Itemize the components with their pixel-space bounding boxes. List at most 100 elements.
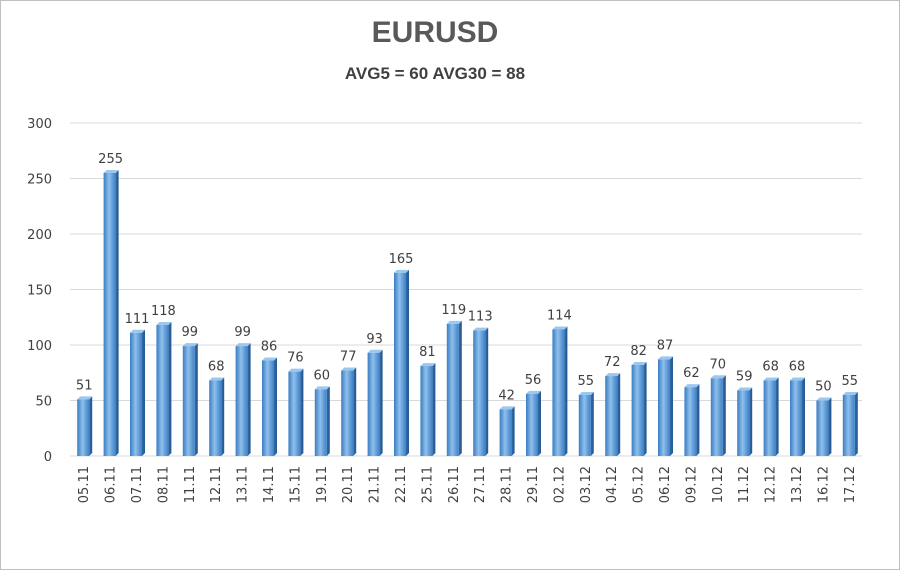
bar-top: [710, 375, 726, 379]
bar: [314, 386, 330, 456]
bar: [262, 357, 277, 456]
data-label: 68: [762, 360, 779, 375]
y-tick-label: 200: [27, 228, 52, 243]
bar: [235, 343, 251, 456]
bar-top: [314, 386, 330, 390]
bar: [552, 326, 568, 456]
x-tick-label: 16.12: [816, 466, 831, 503]
x-tick-label: 11.12: [737, 466, 752, 503]
bar: [763, 377, 779, 456]
bar-top: [341, 367, 357, 371]
bar-top: [156, 322, 172, 326]
bar-top: [737, 387, 753, 391]
bar: [394, 269, 409, 456]
bar-front: [790, 380, 802, 456]
bar-top: [816, 397, 832, 401]
bar-top: [842, 391, 858, 395]
bar-front: [103, 172, 116, 456]
bar-side: [722, 375, 726, 456]
data-label: 111: [125, 312, 150, 327]
bar-side: [326, 386, 330, 456]
bar-top: [288, 368, 304, 372]
bar-top: [446, 320, 462, 324]
bar-side: [406, 269, 409, 456]
bar: [790, 377, 805, 456]
bar-side: [247, 343, 251, 456]
bar-side: [379, 349, 383, 456]
x-tick-label: 17.12: [843, 466, 858, 503]
bar: [446, 320, 462, 456]
x-tick-label: 22.11: [394, 466, 409, 503]
bar-top: [631, 361, 647, 365]
data-label: 114: [547, 308, 572, 323]
bar: [103, 169, 119, 456]
data-label: 55: [578, 374, 595, 389]
x-tick-label: 20.11: [341, 466, 356, 503]
bar-top: [684, 384, 700, 388]
bar: [631, 361, 647, 456]
x-tick-label: 21.11: [368, 466, 383, 503]
x-tick-label: 10.12: [711, 466, 726, 503]
bar: [842, 391, 858, 456]
bar: [737, 387, 753, 456]
bar-front: [209, 380, 222, 456]
bar-top: [420, 363, 436, 367]
bar-side: [643, 361, 647, 456]
x-tick-label: 09.12: [684, 466, 699, 503]
x-tick-label: 06.12: [658, 466, 673, 503]
bar-front: [367, 352, 380, 456]
data-label: 113: [468, 310, 493, 325]
bar-side: [458, 320, 462, 456]
y-tick-label: 0: [44, 450, 52, 465]
x-tick-label: 13.12: [790, 466, 805, 503]
bar: [684, 384, 700, 456]
bar-side: [828, 397, 832, 456]
bar: [710, 375, 726, 456]
bar-front: [763, 380, 776, 456]
x-tick-label: 15.11: [288, 466, 303, 503]
y-tick-label: 100: [27, 339, 52, 354]
bar-front: [314, 389, 327, 456]
bar-front: [842, 394, 855, 456]
bar-side: [775, 377, 779, 456]
bars: [77, 169, 858, 456]
x-tick-label: 12.11: [209, 466, 224, 503]
bar: [499, 406, 515, 456]
bar: [288, 368, 304, 456]
y-tick-label: 50: [35, 395, 52, 410]
bar-side: [274, 357, 277, 456]
data-label: 255: [98, 152, 123, 167]
data-label: 72: [604, 355, 621, 370]
x-tick-label: 12.12: [764, 466, 779, 503]
bar-side: [749, 387, 753, 456]
data-label: 99: [234, 325, 251, 340]
bar: [526, 390, 541, 456]
bar-top: [526, 390, 541, 394]
data-label: 119: [441, 303, 466, 318]
data-label: 165: [389, 252, 414, 267]
y-tick-label: 150: [27, 284, 52, 299]
x-tick-label: 08.11: [156, 466, 171, 503]
data-label: 68: [208, 360, 225, 375]
data-label: 56: [525, 373, 542, 388]
bar-side: [194, 343, 198, 456]
bar-side: [142, 329, 145, 456]
bar-top: [103, 169, 119, 173]
data-label: 99: [182, 325, 199, 340]
x-tick-label: 26.11: [447, 466, 462, 503]
data-label: 81: [419, 345, 436, 360]
bar-front: [658, 359, 670, 456]
bar: [367, 349, 383, 456]
bar-side: [617, 373, 621, 456]
bar: [341, 367, 357, 456]
chart-title: EURUSD: [371, 16, 499, 49]
data-label: 76: [287, 351, 304, 366]
grid-lines: [70, 122, 862, 457]
x-tick-label: 29.11: [526, 466, 541, 503]
bar-front: [816, 400, 829, 456]
bar-top: [209, 377, 225, 381]
bar: [578, 391, 594, 456]
bar-front: [473, 330, 486, 456]
